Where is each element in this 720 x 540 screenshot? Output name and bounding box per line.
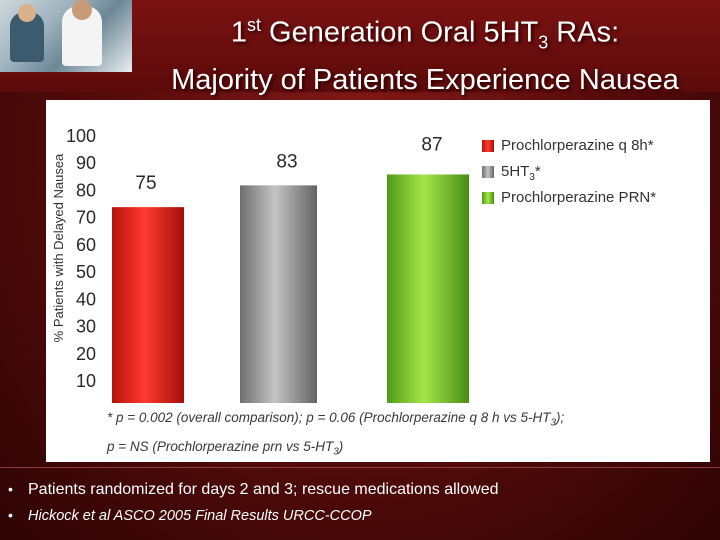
footnote-line1-sub: 3 xyxy=(550,417,557,429)
footnote-line2-post: ) xyxy=(338,438,344,454)
legend-label: 5HT3* xyxy=(501,162,541,188)
title-line1-sub: 3 xyxy=(538,32,549,53)
bullet-dot: • xyxy=(8,481,13,497)
bullet-item: • Patients randomized for days 2 and 3; … xyxy=(8,481,498,499)
bullet-text: Hickock et al ASCO 2005 Final Results UR… xyxy=(28,508,372,524)
bullet-dot: • xyxy=(8,507,13,523)
footnote-line1-post: ); xyxy=(556,410,565,425)
y-axis-ticks: 100 90 80 70 60 50 40 30 20 10 xyxy=(66,126,96,391)
divider xyxy=(0,467,720,468)
footnote-line1-pre: * p = 0.002 (overall comparison); p = 0.… xyxy=(107,410,551,425)
value-labels: 75 83 87 xyxy=(135,134,442,194)
y-tick-label: 30 xyxy=(76,317,96,337)
legend-label: Prochlorperazine q 8h* xyxy=(501,137,654,154)
y-tick-label: 20 xyxy=(76,344,96,364)
title-line1-sup: st xyxy=(246,15,261,35)
footnote-line-2: p = NS (Prochlorperazine prn vs 5-HT3) xyxy=(107,435,697,464)
header-photo xyxy=(0,0,132,72)
y-tick-label: 70 xyxy=(76,208,96,228)
bar-1 xyxy=(112,207,184,403)
legend-swatch-red xyxy=(482,140,494,152)
y-tick-label: 10 xyxy=(76,371,96,391)
legend-label-post: * xyxy=(534,163,541,180)
footnote-line-1: * p = 0.002 (overall comparison); p = 0.… xyxy=(107,406,697,435)
y-tick-label: 100 xyxy=(66,126,96,146)
legend-item-5ht3: 5HT3* xyxy=(482,162,656,188)
y-tick-label: 40 xyxy=(76,289,96,309)
legend-item-prochlorperazine-prn: Prochlorperazine PRN* xyxy=(482,188,656,214)
title-line1-mid: Generation Oral 5HT xyxy=(261,16,539,49)
legend-swatch-green xyxy=(482,192,494,204)
value-label: 75 xyxy=(135,173,156,194)
title-line-2: Majority of Patients Experience Nausea xyxy=(171,64,679,97)
legend-item-prochlorperazine-q8h: Prochlorperazine q 8h* xyxy=(482,136,656,162)
photo-head-right xyxy=(72,0,92,20)
y-tick-label: 80 xyxy=(76,180,96,200)
y-tick-label: 90 xyxy=(76,153,96,173)
title-line-1: 1st Generation Oral 5HT3 RAs: xyxy=(140,6,710,61)
legend-swatch-gray xyxy=(482,166,494,178)
legend: Prochlorperazine q 8h* 5HT3* Prochlorper… xyxy=(482,136,656,214)
bullet-text: Patients randomized for days 2 and 3; re… xyxy=(28,481,499,498)
bullet-list: • Patients randomized for days 2 and 3; … xyxy=(8,481,498,532)
y-tick-label: 50 xyxy=(76,262,96,282)
legend-label: Prochlorperazine PRN* xyxy=(501,189,657,206)
y-tick-label: 60 xyxy=(76,235,96,255)
bar-3 xyxy=(387,174,469,403)
title-line1-post: RAs: xyxy=(548,16,620,49)
value-label: 83 xyxy=(276,151,297,172)
bar-2 xyxy=(240,185,317,403)
legend-label-sub: 3 xyxy=(529,172,535,183)
footnote: * p = 0.002 (overall comparison); p = 0.… xyxy=(107,406,697,463)
title-line1-pre: 1 xyxy=(230,16,247,49)
footnote-line2-sub: 3 xyxy=(333,446,339,458)
footnote-line2-pre: p = NS (Prochlorperazine prn vs 5-HT xyxy=(107,438,334,454)
bars-group xyxy=(112,174,469,403)
value-label: 87 xyxy=(421,134,442,155)
photo-head-left xyxy=(18,4,36,22)
bullet-item: • Hickock et al ASCO 2005 Final Results … xyxy=(8,507,498,524)
legend-label-pre: 5HT xyxy=(501,163,530,180)
slide-title: 1st Generation Oral 5HT3 RAs: Majority o… xyxy=(140,6,710,99)
